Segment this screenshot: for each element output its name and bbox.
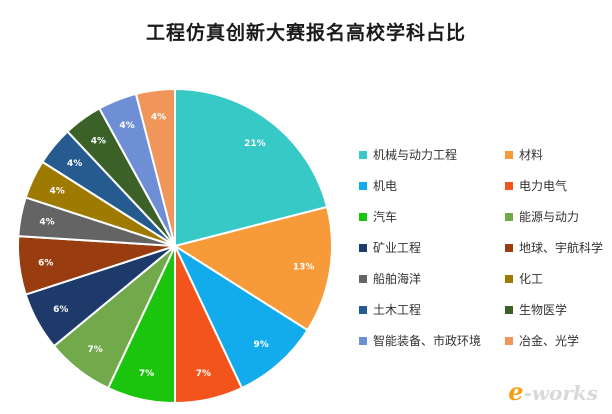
legend-label: 船舶海洋 <box>373 272 422 286</box>
slice-data-label: 9% <box>254 340 269 350</box>
slice-data-label: 13% <box>293 262 315 272</box>
slice-data-label: 4% <box>49 187 64 197</box>
legend-item: 电力电气 <box>505 177 567 194</box>
legend-item: 矿业工程 <box>359 239 421 256</box>
slice-data-label: 7% <box>87 345 102 355</box>
legend-swatch <box>359 181 367 190</box>
legend-label: 机电 <box>373 179 398 193</box>
legend-label: 机械与动力工程 <box>373 148 458 162</box>
pie-slice <box>172 205 333 332</box>
legend-label: 化工 <box>519 272 544 286</box>
slice-data-label: 21% <box>244 139 266 149</box>
legend-label: 电力电气 <box>519 179 568 193</box>
legend-swatch <box>505 212 513 221</box>
legend-swatch <box>505 181 513 190</box>
slice-data-label: 4% <box>91 137 106 147</box>
legend-label: 地球、宇航科学 <box>519 241 604 255</box>
legend-item: 地球、宇航科学 <box>505 239 603 256</box>
legend-swatch <box>359 336 367 345</box>
pie-slice <box>174 87 329 248</box>
slice-data-label: 7% <box>139 369 154 379</box>
legend-item: 汽车 <box>359 208 397 225</box>
legend-label: 土木工程 <box>373 303 422 317</box>
legend-swatch <box>359 243 367 252</box>
legend-item: 机电 <box>359 177 397 194</box>
legend-label: 智能装备、市政环境 <box>373 334 482 348</box>
pie-slice <box>134 87 176 247</box>
legend-swatch <box>505 336 513 345</box>
chart-title: 工程仿真创新大赛报名高校学科占比 <box>145 22 466 44</box>
legend-swatch <box>505 274 513 283</box>
legend-item: 生物医学 <box>505 301 567 318</box>
legend-label: 汽车 <box>373 210 398 224</box>
legend-label: 矿业工程 <box>373 241 422 255</box>
legend-label: 生物医学 <box>519 303 568 317</box>
slice-data-label: 7% <box>196 369 211 379</box>
legend-item: 材料 <box>505 146 543 163</box>
legend-swatch <box>505 243 513 252</box>
legend-swatch <box>505 305 513 314</box>
legend-label: 材料 <box>519 148 544 162</box>
slice-data-label: 4% <box>151 113 166 123</box>
pie-slice <box>172 243 309 390</box>
slice-data-label: 6% <box>38 258 53 268</box>
eworks-watermark: e-works <box>508 377 598 406</box>
legend-swatch <box>505 150 513 159</box>
legend-swatch <box>359 212 367 221</box>
slice-data-label: 4% <box>67 159 82 169</box>
legend-swatch <box>359 150 367 159</box>
legend-item: 机械与动力工程 <box>359 146 457 163</box>
pie-labels: 21% 13% 9% 7% 7% 7% 6% 6% 4% 4% 4% 4% 4% 4% <box>38 113 314 379</box>
legend-item: 土木工程 <box>359 301 421 318</box>
pie-slices <box>16 87 333 405</box>
slice-data-label: 6% <box>53 305 68 315</box>
legend-item: 智能装备、市政环境 <box>359 332 481 349</box>
legend-item: 船舶海洋 <box>359 270 421 287</box>
legend-swatch <box>359 305 367 314</box>
legend-label: 冶金、光学 <box>519 334 580 348</box>
slice-data-label: 4% <box>39 218 54 228</box>
legend-item: 化工 <box>505 270 543 287</box>
slice-data-label: 4% <box>119 121 134 131</box>
legend-label: 能源与动力 <box>519 210 580 224</box>
legend-swatch <box>359 274 367 283</box>
legend-item: 能源与动力 <box>505 208 579 225</box>
legend-item: 冶金、光学 <box>505 332 579 349</box>
